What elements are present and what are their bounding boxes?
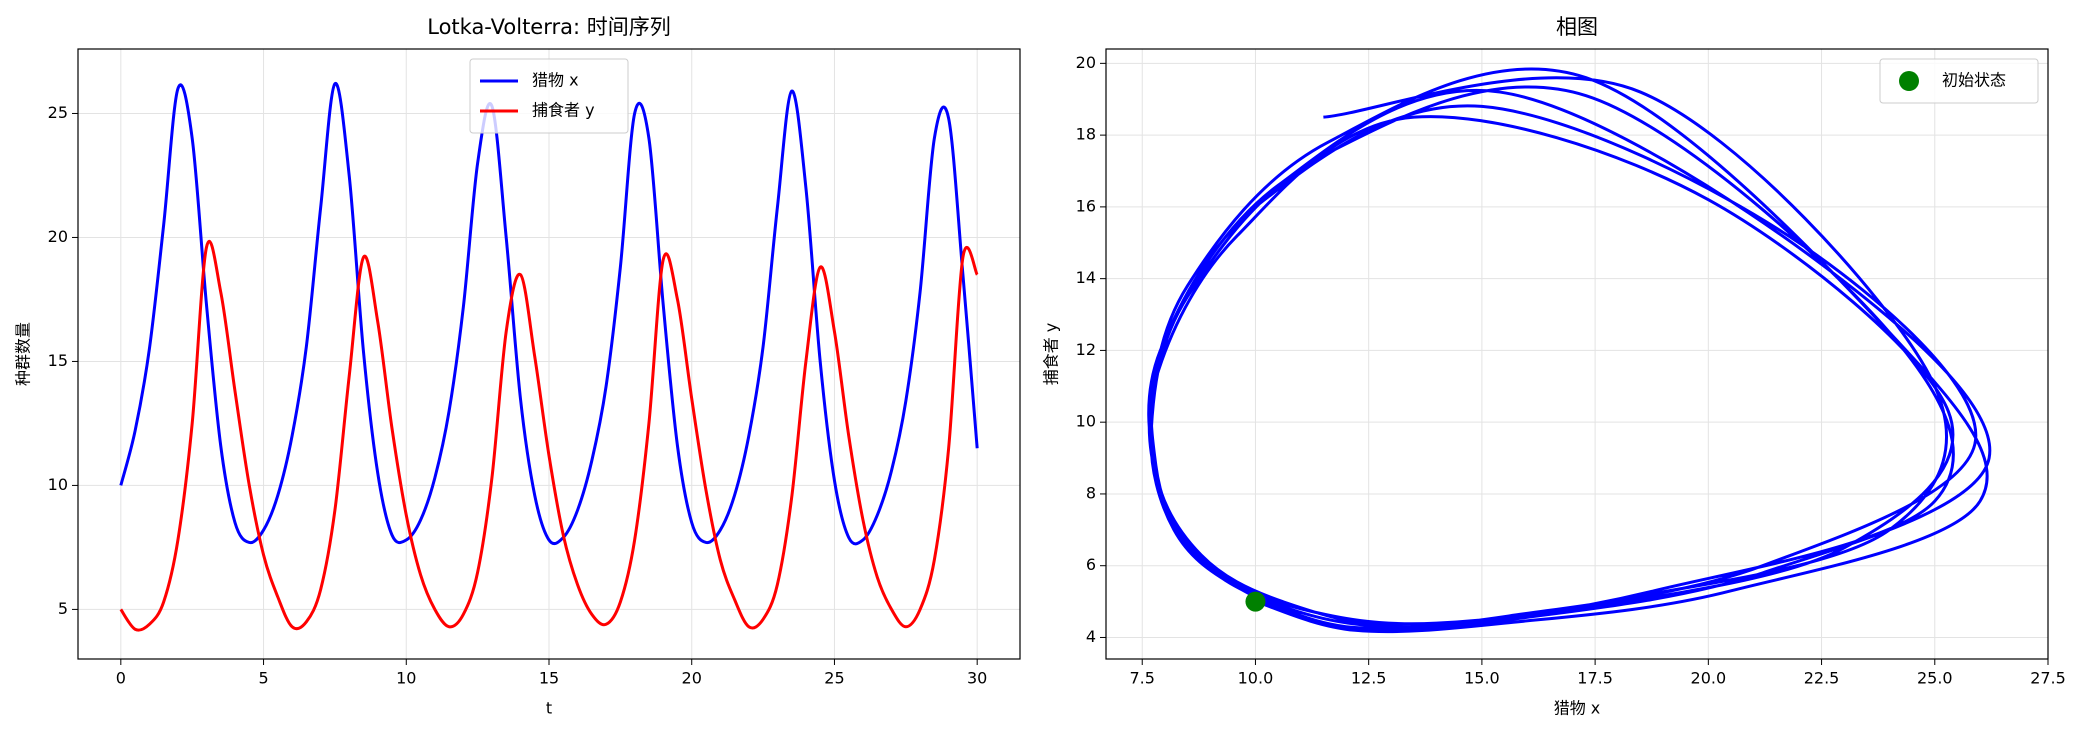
x-tick-label: 20 — [682, 669, 702, 688]
y-tick-label: 8 — [1086, 483, 1096, 502]
legend-label: 初始状态 — [1942, 71, 2006, 90]
y-tick-label: 4 — [1086, 627, 1096, 646]
plot-frame — [1105, 48, 2049, 660]
y-tick-label: 20 — [1076, 53, 1096, 72]
x-tick-label: 15 — [539, 669, 559, 688]
plot-frame — [77, 48, 1021, 660]
legend-label: 猎物 x — [532, 71, 579, 90]
x-tick-label: 15.0 — [1464, 669, 1500, 688]
y-tick-label: 18 — [1076, 125, 1096, 144]
x-tick-label: 12.5 — [1351, 669, 1387, 688]
y-tick-label: 14 — [1076, 268, 1096, 287]
x-tick-label: 25 — [824, 669, 844, 688]
y-tick-label: 12 — [1076, 340, 1096, 359]
chart-title: 相图 — [1556, 15, 1598, 39]
initial-point — [1245, 591, 1266, 612]
x-axis-label: 猎物 x — [1554, 699, 1601, 718]
legend-swatch — [1899, 71, 1919, 91]
x-tick-label: 17.5 — [1577, 669, 1613, 688]
chart-title: Lotka-Volterra: 时间序列 — [427, 15, 671, 39]
x-tick-label: 7.5 — [1130, 669, 1155, 688]
x-tick-label: 10 — [396, 669, 416, 688]
y-axis-label: 捕食者 y — [1042, 323, 1061, 386]
trajectory — [1147, 67, 1992, 634]
y-tick-label: 25 — [48, 103, 68, 122]
y-tick-label: 16 — [1076, 196, 1096, 215]
x-tick-label: 30 — [967, 669, 987, 688]
y-tick-label: 6 — [1086, 555, 1096, 574]
y-tick-label: 20 — [48, 227, 68, 246]
legend-box — [469, 58, 629, 134]
y-tick-label: 5 — [58, 599, 68, 618]
x-tick-label: 5 — [258, 669, 268, 688]
line-series — [119, 82, 979, 546]
y-tick-label: 10 — [1076, 412, 1096, 431]
x-axis-label: t — [546, 699, 552, 718]
legend-label: 捕食者 y — [532, 101, 595, 120]
x-tick-label: 10.0 — [1238, 669, 1274, 688]
y-axis-label: 种群数量 — [14, 322, 33, 386]
x-tick-label: 20.0 — [1691, 669, 1727, 688]
x-tick-label: 0 — [116, 669, 126, 688]
line-series — [119, 239, 979, 632]
y-tick-label: 10 — [48, 475, 68, 494]
x-tick-label: 25.0 — [1917, 669, 1953, 688]
x-tick-label: 27.5 — [2030, 669, 2066, 688]
x-tick-label: 22.5 — [1804, 669, 1840, 688]
legend-box — [1879, 58, 2039, 104]
y-tick-label: 15 — [48, 351, 68, 370]
